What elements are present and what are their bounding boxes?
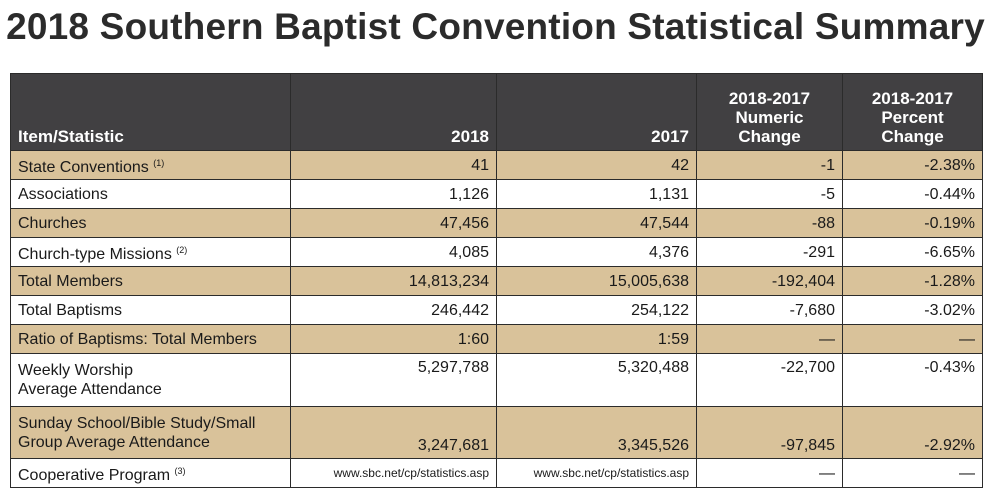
value-numeric-change: -192,404	[696, 266, 843, 296]
row-label: Churches	[10, 208, 291, 238]
value-2017: 1,131	[496, 179, 697, 209]
value-percent-change: -0.44%	[842, 179, 983, 209]
row-label: Weekly Worship Average Attendance	[10, 353, 291, 407]
header-line: Percent	[881, 108, 944, 127]
header-line: Change	[881, 127, 944, 146]
table-row: Churches 47,456 47,544 -88 -0.19%	[10, 208, 983, 238]
value-numeric-change: -88	[696, 208, 843, 238]
table-row: Cooperative Program (3) www.sbc.net/cp/s…	[10, 458, 983, 488]
value-numeric-change: -291	[696, 237, 843, 267]
row-label: State Conventions (1)	[10, 150, 291, 180]
table-row: State Conventions (1) 41 42 -1 -2.38%	[10, 150, 983, 180]
row-label: Total Members	[10, 266, 291, 296]
row-label-text: Church-type Missions	[18, 245, 172, 263]
value-numeric-change: -7,680	[696, 295, 843, 325]
header-line: 2018-2017	[871, 89, 954, 108]
value-2018: 5,297,788	[290, 353, 497, 407]
value-2017: 254,122	[496, 295, 697, 325]
row-label-text: Cooperative Program	[18, 466, 171, 484]
value-numeric-change: -97,845	[696, 406, 843, 459]
table-row: Associations 1,126 1,131 -5 -0.44%	[10, 179, 983, 209]
value-2017: 3,345,526	[496, 406, 697, 459]
column-header-2017: 2017	[496, 73, 697, 151]
column-header-percent-change: 2018-2017 Percent Change	[842, 73, 983, 151]
column-header-numeric-change: 2018-2017 Numeric Change	[696, 73, 843, 151]
value-2018: 4,085	[290, 237, 497, 267]
value-percent-change: -1.28%	[842, 266, 983, 296]
table-row: Ratio of Baptisms: Total Members 1:60 1:…	[10, 324, 983, 354]
value-2018: 1,126	[290, 179, 497, 209]
header-line: Change	[738, 127, 801, 146]
value-2017: 15,005,638	[496, 266, 697, 296]
value-numeric-change: —	[696, 458, 843, 488]
header-line: 2018-2017	[728, 89, 811, 108]
statistics-table: Item/Statistic 2018 2017 2018-2017 Numer…	[10, 73, 983, 488]
value-2017: 1:59	[496, 324, 697, 354]
table-row: Total Baptisms 246,442 254,122 -7,680 -3…	[10, 295, 983, 325]
row-label: Cooperative Program (3)	[10, 458, 291, 488]
value-percent-change: -6.65%	[842, 237, 983, 267]
value-2018: 47,456	[290, 208, 497, 238]
value-2018: 3,247,681	[290, 406, 497, 459]
value-2018: 14,813,234	[290, 266, 497, 296]
table-row: Total Members 14,813,234 15,005,638 -192…	[10, 266, 983, 296]
row-label-line: Group Average Attendance	[18, 433, 210, 451]
row-label: Church-type Missions (2)	[10, 237, 291, 267]
value-percent-change: -2.92%	[842, 406, 983, 459]
value-percent-change: —	[842, 324, 983, 354]
value-2017: 42	[496, 150, 697, 180]
row-label-line: Weekly Worship	[18, 362, 133, 379]
value-percent-change: -0.19%	[842, 208, 983, 238]
header-line: Numeric	[735, 108, 804, 127]
value-percent-change: -3.02%	[842, 295, 983, 325]
row-label-text: State Conventions	[18, 158, 149, 176]
row-label: Total Baptisms	[10, 295, 291, 325]
footnote-marker: (1)	[153, 157, 165, 168]
value-2018: 41	[290, 150, 497, 180]
table-row: Sunday School/Bible Study/Small Group Av…	[10, 406, 983, 459]
row-label: Sunday School/Bible Study/Small Group Av…	[10, 406, 291, 459]
value-numeric-change: —	[696, 324, 843, 354]
footnote-marker: (3)	[174, 465, 186, 476]
value-2017: 47,544	[496, 208, 697, 238]
value-percent-change: -0.43%	[842, 353, 983, 407]
value-2017-link[interactable]: www.sbc.net/cp/statistics.asp	[496, 458, 697, 488]
row-label-line: Sunday School/Bible Study/Small	[18, 414, 256, 432]
table-row: Church-type Missions (2) 4,085 4,376 -29…	[10, 237, 983, 267]
value-2017: 4,376	[496, 237, 697, 267]
value-2018: 1:60	[290, 324, 497, 354]
value-numeric-change: -5	[696, 179, 843, 209]
value-2018-link[interactable]: www.sbc.net/cp/statistics.asp	[290, 458, 497, 488]
page-title: 2018 Southern Baptist Convention Statist…	[6, 6, 985, 47]
value-numeric-change: -22,700	[696, 353, 843, 407]
column-header-2018: 2018	[290, 73, 497, 151]
table-header-row: Item/Statistic 2018 2017 2018-2017 Numer…	[10, 73, 983, 151]
row-label: Associations	[10, 179, 291, 209]
value-percent-change: —	[842, 458, 983, 488]
value-2018: 246,442	[290, 295, 497, 325]
footnote-marker: (2)	[176, 244, 188, 255]
row-label: Ratio of Baptisms: Total Members	[10, 324, 291, 354]
value-percent-change: -2.38%	[842, 150, 983, 180]
column-header-item: Item/Statistic	[10, 73, 291, 151]
value-2017: 5,320,488	[496, 353, 697, 407]
value-numeric-change: -1	[696, 150, 843, 180]
row-label-line: Average Attendance	[18, 381, 162, 398]
table-row: Weekly Worship Average Attendance 5,297,…	[10, 353, 983, 407]
